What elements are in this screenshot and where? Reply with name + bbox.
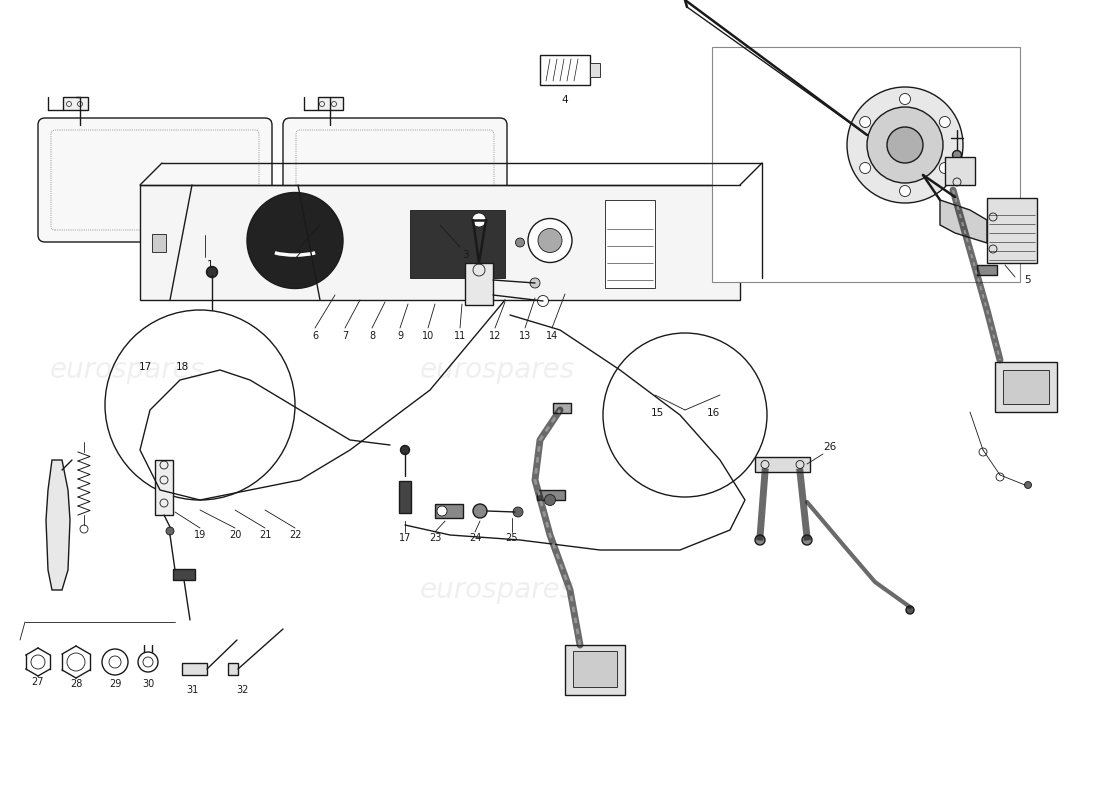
Circle shape bbox=[248, 193, 343, 289]
Circle shape bbox=[906, 606, 914, 614]
Text: 19: 19 bbox=[194, 530, 206, 540]
Circle shape bbox=[437, 506, 447, 516]
Bar bbox=[712, 47, 1020, 282]
Bar bbox=[987, 198, 1037, 263]
Text: 17: 17 bbox=[139, 362, 152, 372]
Text: eurospares: eurospares bbox=[420, 356, 575, 384]
Circle shape bbox=[400, 446, 409, 454]
Text: eurospares: eurospares bbox=[420, 576, 575, 604]
Circle shape bbox=[802, 535, 812, 545]
Circle shape bbox=[860, 162, 871, 174]
Bar bbox=[182, 663, 207, 675]
Text: 15: 15 bbox=[650, 408, 663, 418]
Bar bbox=[605, 200, 654, 288]
Text: 29: 29 bbox=[109, 679, 121, 689]
Bar bbox=[977, 265, 997, 275]
Circle shape bbox=[472, 213, 486, 227]
Text: 26: 26 bbox=[824, 442, 837, 452]
Text: 10: 10 bbox=[422, 331, 435, 341]
Bar bbox=[945, 157, 975, 185]
Circle shape bbox=[1024, 482, 1032, 489]
Circle shape bbox=[166, 527, 174, 535]
Text: 22: 22 bbox=[288, 530, 301, 540]
Bar bbox=[152, 234, 166, 251]
Text: 2: 2 bbox=[295, 250, 301, 260]
Circle shape bbox=[953, 150, 961, 159]
Text: 21: 21 bbox=[258, 530, 272, 540]
Bar bbox=[63, 97, 88, 110]
Text: 23: 23 bbox=[429, 533, 441, 543]
Bar bbox=[553, 403, 571, 413]
Circle shape bbox=[538, 229, 562, 253]
Circle shape bbox=[867, 107, 943, 183]
Circle shape bbox=[979, 448, 987, 456]
Text: 4: 4 bbox=[562, 95, 569, 105]
Bar bbox=[537, 490, 565, 500]
Circle shape bbox=[939, 162, 950, 174]
Circle shape bbox=[473, 504, 487, 518]
Text: 7: 7 bbox=[342, 331, 348, 341]
FancyBboxPatch shape bbox=[283, 118, 507, 232]
Circle shape bbox=[860, 117, 871, 127]
Text: 16: 16 bbox=[706, 408, 719, 418]
Text: eurospares: eurospares bbox=[50, 356, 206, 384]
Bar bbox=[140, 185, 740, 300]
Circle shape bbox=[996, 473, 1004, 481]
Bar bbox=[410, 210, 505, 278]
Bar bbox=[399, 481, 411, 513]
Text: 8: 8 bbox=[368, 331, 375, 341]
Bar bbox=[155, 460, 173, 515]
Circle shape bbox=[530, 278, 540, 288]
Text: 24: 24 bbox=[469, 533, 481, 543]
Text: 9: 9 bbox=[397, 331, 403, 341]
Text: 25: 25 bbox=[506, 533, 518, 543]
Text: 30: 30 bbox=[142, 679, 154, 689]
Circle shape bbox=[900, 94, 911, 105]
Text: 27: 27 bbox=[32, 677, 44, 687]
Text: 20: 20 bbox=[229, 530, 241, 540]
Text: 6: 6 bbox=[312, 331, 318, 341]
Circle shape bbox=[887, 127, 923, 163]
Text: 28: 28 bbox=[69, 679, 82, 689]
Bar bbox=[573, 651, 617, 687]
Text: 1: 1 bbox=[207, 260, 213, 270]
Text: 31: 31 bbox=[186, 685, 198, 695]
Circle shape bbox=[207, 266, 218, 278]
Text: 18: 18 bbox=[175, 362, 188, 372]
Bar bbox=[565, 645, 625, 695]
Text: 3: 3 bbox=[462, 250, 469, 260]
Bar bbox=[228, 663, 238, 675]
Polygon shape bbox=[46, 460, 70, 590]
Circle shape bbox=[900, 186, 911, 197]
Bar bbox=[540, 55, 590, 85]
Text: 11: 11 bbox=[454, 331, 466, 341]
Bar bbox=[173, 569, 195, 580]
Bar bbox=[434, 504, 463, 518]
Circle shape bbox=[538, 295, 549, 306]
Bar bbox=[465, 263, 493, 305]
Text: 13: 13 bbox=[519, 331, 531, 341]
Text: 5: 5 bbox=[1024, 275, 1031, 285]
Bar bbox=[1003, 370, 1049, 404]
Bar bbox=[318, 97, 343, 110]
Text: 17: 17 bbox=[399, 533, 411, 543]
Text: 12: 12 bbox=[488, 331, 502, 341]
Circle shape bbox=[513, 507, 522, 517]
Circle shape bbox=[939, 117, 950, 127]
Circle shape bbox=[847, 87, 962, 203]
Polygon shape bbox=[940, 200, 987, 243]
Text: 14: 14 bbox=[546, 331, 558, 341]
Text: 32: 32 bbox=[236, 685, 250, 695]
Bar bbox=[755, 457, 810, 472]
Circle shape bbox=[544, 494, 556, 506]
Circle shape bbox=[528, 218, 572, 262]
FancyBboxPatch shape bbox=[39, 118, 272, 242]
Circle shape bbox=[516, 238, 525, 247]
Bar bbox=[590, 63, 600, 77]
Bar bbox=[996, 362, 1057, 412]
Circle shape bbox=[755, 535, 764, 545]
